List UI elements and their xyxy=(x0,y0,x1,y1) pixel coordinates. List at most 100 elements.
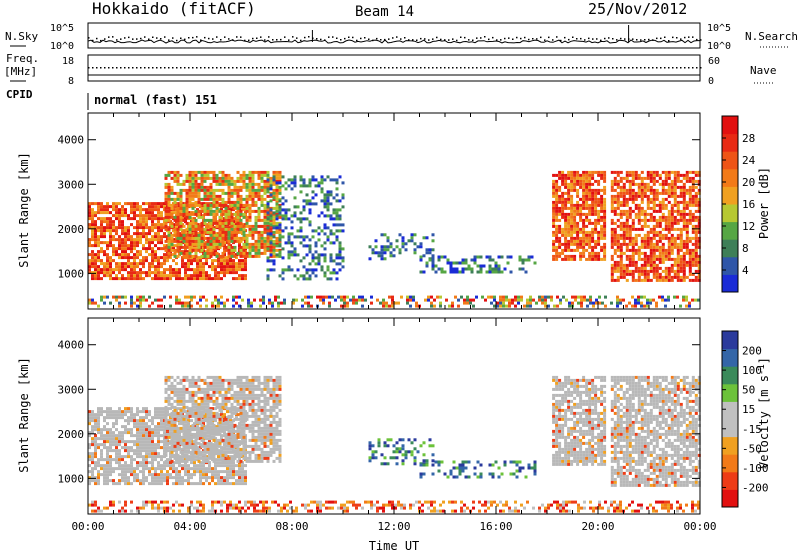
echo-cell xyxy=(594,197,598,201)
echo-cell xyxy=(257,209,261,213)
nsearch-dot xyxy=(108,36,110,38)
echo-cell xyxy=(97,482,100,486)
echo-cell xyxy=(121,253,124,257)
echo-cell xyxy=(254,221,258,225)
echo-cell xyxy=(260,200,264,204)
echo-cell xyxy=(176,239,180,243)
echo-cell xyxy=(191,212,195,216)
echo-cell xyxy=(106,422,109,426)
echo-cell xyxy=(552,206,556,210)
echo-cell xyxy=(655,239,659,243)
echo-cell xyxy=(697,215,701,219)
freq-dot xyxy=(160,67,162,69)
echo-cell xyxy=(673,170,677,174)
echo-cell xyxy=(658,200,662,204)
echo-cell xyxy=(667,182,671,186)
echo-cell xyxy=(130,256,133,260)
echo-cell xyxy=(314,241,318,245)
echo-cell xyxy=(694,254,698,258)
echo-cell xyxy=(619,301,622,305)
echo-cell xyxy=(585,257,589,261)
echo-cell xyxy=(230,200,234,204)
echo-cell xyxy=(151,458,154,462)
echo-cell xyxy=(142,482,145,486)
echo-cell xyxy=(169,431,172,435)
echo-cell xyxy=(284,241,288,245)
echo-cell xyxy=(142,277,145,281)
echo-cell xyxy=(130,407,133,411)
echo-cell xyxy=(184,268,187,272)
echo-cell xyxy=(320,253,324,257)
echo-cell xyxy=(588,242,592,246)
echo-cell xyxy=(610,301,613,305)
echo-cell xyxy=(251,197,255,201)
echo-cell xyxy=(631,182,635,186)
echo-cell xyxy=(564,242,568,246)
echo-cell xyxy=(667,191,671,195)
echo-cell xyxy=(106,247,109,251)
echo-cell xyxy=(649,266,653,270)
echo-cell xyxy=(570,209,574,213)
echo-cell xyxy=(664,248,668,252)
echo-cell xyxy=(597,209,601,213)
echo-cell xyxy=(576,236,580,240)
echo-cell xyxy=(235,277,238,281)
echo-cell xyxy=(88,452,91,456)
echo-cell xyxy=(613,230,617,234)
echo-cell xyxy=(145,422,148,426)
echo-cell xyxy=(415,301,418,305)
echo-cell xyxy=(103,274,106,278)
echo-cell xyxy=(100,298,103,302)
echo-cell xyxy=(646,254,650,258)
echo-cell xyxy=(296,235,300,239)
echo-cell xyxy=(106,461,109,465)
echo-cell xyxy=(206,188,210,192)
echo-cell xyxy=(188,182,192,186)
echo-cell xyxy=(115,437,118,441)
echo-cell xyxy=(205,271,208,275)
echo-cell xyxy=(151,440,154,444)
echo-cell xyxy=(160,473,163,477)
echo-cell xyxy=(170,185,174,189)
freq-dot xyxy=(304,67,306,69)
echo-cell xyxy=(124,413,127,417)
echo-cell xyxy=(308,262,312,266)
echo-cell xyxy=(600,197,604,201)
echo-cell xyxy=(583,295,586,299)
echo-cell xyxy=(257,242,261,246)
echo-cell xyxy=(248,251,252,255)
nsearch-dot xyxy=(348,36,350,38)
echo-cell xyxy=(175,452,178,456)
echo-cell xyxy=(175,205,178,209)
echo-cell xyxy=(603,200,607,204)
echo-cell xyxy=(235,271,238,275)
echo-cell xyxy=(458,270,462,274)
echo-cell xyxy=(555,227,559,231)
echo-cell xyxy=(109,467,112,471)
echo-cell xyxy=(218,242,222,246)
echo-cell xyxy=(220,277,223,281)
echo-cell xyxy=(673,191,677,195)
echo-cell xyxy=(305,217,309,221)
echo-cell xyxy=(335,178,339,182)
echo-cell xyxy=(227,182,231,186)
echo-cell xyxy=(242,242,246,246)
echo-cell xyxy=(579,254,583,258)
echo-cell xyxy=(579,203,583,207)
echo-cell xyxy=(323,271,327,275)
echo-cell xyxy=(431,239,435,243)
echo-cell xyxy=(118,301,121,305)
echo-cell xyxy=(257,185,261,189)
echo-cell xyxy=(251,236,255,240)
echo-cell xyxy=(181,277,184,281)
echo-cell xyxy=(694,203,698,207)
echo-cell xyxy=(236,191,240,195)
nsearch-dot xyxy=(668,40,670,42)
echo-cell xyxy=(263,218,267,222)
nsearch-dot xyxy=(252,37,254,40)
freq-dot xyxy=(520,67,522,69)
echo-cell xyxy=(142,473,145,477)
echo-cell xyxy=(196,274,199,278)
echo-cell xyxy=(103,265,106,269)
echo-cell xyxy=(622,191,626,195)
